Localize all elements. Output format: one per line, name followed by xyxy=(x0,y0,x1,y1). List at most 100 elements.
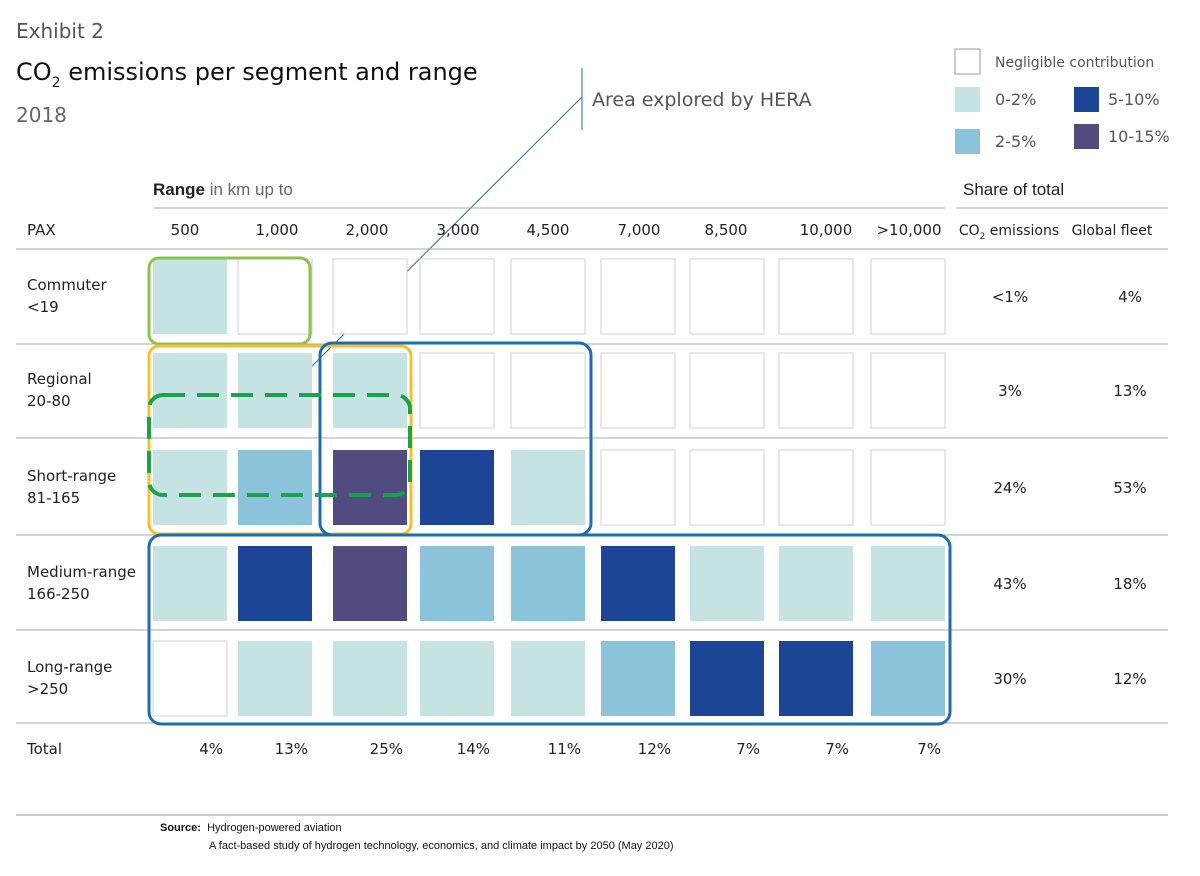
chart-year: 2018 xyxy=(16,103,67,127)
heatmap-cell xyxy=(779,546,853,621)
heatmap-cell xyxy=(689,258,765,335)
heatmap-cell xyxy=(600,258,676,335)
row-label-name: Short-range xyxy=(27,467,116,485)
share-values: <1% 4% 3% 13% 24% 53% 43% 18% 30% 12% xyxy=(992,288,1147,688)
legend-swatch xyxy=(954,48,981,75)
column-header: 1,000 xyxy=(256,221,299,239)
column-header: >10,000 xyxy=(876,221,941,239)
co2-share-value: 24% xyxy=(993,479,1026,497)
heatmap-cell xyxy=(600,449,676,526)
commuter-highlight-box xyxy=(147,256,312,346)
total-value: 7% xyxy=(917,740,941,758)
column-header: 4,500 xyxy=(527,221,570,239)
row-label-name: Long-range xyxy=(27,658,112,676)
legend: Negligible contribution 0-2% 2-5% 5-10% 10-1… xyxy=(954,48,1170,154)
heatmap-cell xyxy=(511,450,585,525)
heatmap-cell xyxy=(238,546,312,621)
co2-column-header: CO2 emissions xyxy=(959,223,1059,242)
heatmap-cell xyxy=(601,641,675,716)
co2-share-value: <1% xyxy=(992,288,1028,306)
share-title: Share of total xyxy=(963,180,1064,199)
column-header: 8,500 xyxy=(705,221,748,239)
heatmap-cell xyxy=(333,450,407,525)
heatmap-cell xyxy=(238,353,312,428)
column-header: 2,000 xyxy=(346,221,389,239)
heatmap-cell xyxy=(689,449,765,526)
column-header: 7,000 xyxy=(618,221,661,239)
legend-label: 2-5% xyxy=(995,132,1036,151)
total-value: 11% xyxy=(548,740,581,758)
heatmap-cell xyxy=(600,352,676,429)
exhibit-label: Exhibit 2 xyxy=(16,19,104,43)
heatmap-cell xyxy=(511,546,585,621)
heatmap-cell xyxy=(779,641,853,716)
source-line-2: A fact-based study of hydrogen technolog… xyxy=(209,840,674,852)
heatmap-cell xyxy=(690,546,764,621)
fleet-share-value: 4% xyxy=(1118,288,1142,306)
heatmap-cell xyxy=(153,450,227,525)
heatmap-cell xyxy=(510,258,586,335)
heatmap-cell xyxy=(419,352,495,429)
total-value: 7% xyxy=(825,740,849,758)
row-label-name: Medium-range xyxy=(27,563,136,581)
totals-row: Total 4% 13% 25% 14% 11% 12% 7% 7% 7% xyxy=(26,740,941,758)
heatmap-cell xyxy=(420,641,494,716)
row-label-name: Regional xyxy=(27,370,92,388)
legend-label: Negligible contribution xyxy=(995,55,1154,71)
heatmap-cell xyxy=(601,546,675,621)
total-value: 13% xyxy=(275,740,308,758)
row-label-name: Commuter xyxy=(27,276,107,294)
column-header: 3,000 xyxy=(437,221,480,239)
total-value: 7% xyxy=(736,740,760,758)
heatmap-cell xyxy=(871,546,945,621)
legend-label: 0-2% xyxy=(995,90,1036,109)
total-value: 14% xyxy=(457,740,490,758)
pax-header: PAX xyxy=(27,221,56,239)
column-header: 10,000 xyxy=(800,221,853,239)
hera-callout-label: Area explored by HERA xyxy=(592,89,812,111)
column-header: 500 xyxy=(171,221,200,239)
hera-callout-line xyxy=(269,96,583,409)
heatmap-cell xyxy=(238,450,312,525)
range-axis-title: Range in km up to xyxy=(153,180,293,199)
heatmap-cell xyxy=(153,546,227,621)
heatmap-cell xyxy=(153,259,227,334)
heatmap-cell xyxy=(152,640,228,717)
legend-swatch xyxy=(1074,124,1099,149)
source-line-1: Source: Hydrogen-powered aviation xyxy=(160,822,342,834)
heatmap-cell xyxy=(238,641,312,716)
total-value: 25% xyxy=(370,740,403,758)
row-label-range: 81-165 xyxy=(27,489,80,507)
heatmap-cell xyxy=(870,352,946,429)
legend-label: 5-10% xyxy=(1108,90,1160,109)
heatmap-cell xyxy=(690,641,764,716)
row-label-range: <19 xyxy=(27,298,59,316)
co2-share-value: 3% xyxy=(998,382,1022,400)
heatmap-cell xyxy=(870,258,946,335)
fleet-share-value: 53% xyxy=(1113,479,1146,497)
row-label-range: >250 xyxy=(27,680,68,698)
row-label-range: 166-250 xyxy=(27,585,90,603)
legend-label: 10-15% xyxy=(1108,127,1170,146)
fleet-share-value: 12% xyxy=(1113,670,1146,688)
heatmap-cell xyxy=(510,352,586,429)
total-value: 4% xyxy=(199,740,223,758)
heatmap-cell xyxy=(778,449,854,526)
heatmap-cell xyxy=(153,353,227,428)
heatmap-cell xyxy=(778,258,854,335)
column-headers: 500 1,000 2,000 3,000 4,500 7,000 8,500 10,000 >… xyxy=(171,221,942,239)
heatmap-cell xyxy=(420,450,494,525)
total-value: 12% xyxy=(638,740,671,758)
heatmap-cell xyxy=(689,352,765,429)
heatmap-cell xyxy=(333,641,407,716)
fleet-share-value: 13% xyxy=(1113,382,1146,400)
co2-share-value: 30% xyxy=(993,670,1026,688)
row-labels: Commuter <19 Regional 20-80 Short-range 81-16… xyxy=(27,276,136,698)
heatmap-cell xyxy=(333,546,407,621)
fleet-column-header: Global fleet xyxy=(1072,223,1153,239)
co2-share-value: 43% xyxy=(993,575,1026,593)
heatmap-cell xyxy=(419,258,495,335)
chart-title: CO2 emissions per segment and range xyxy=(16,58,478,91)
medium-long-highlight-box xyxy=(147,533,952,726)
